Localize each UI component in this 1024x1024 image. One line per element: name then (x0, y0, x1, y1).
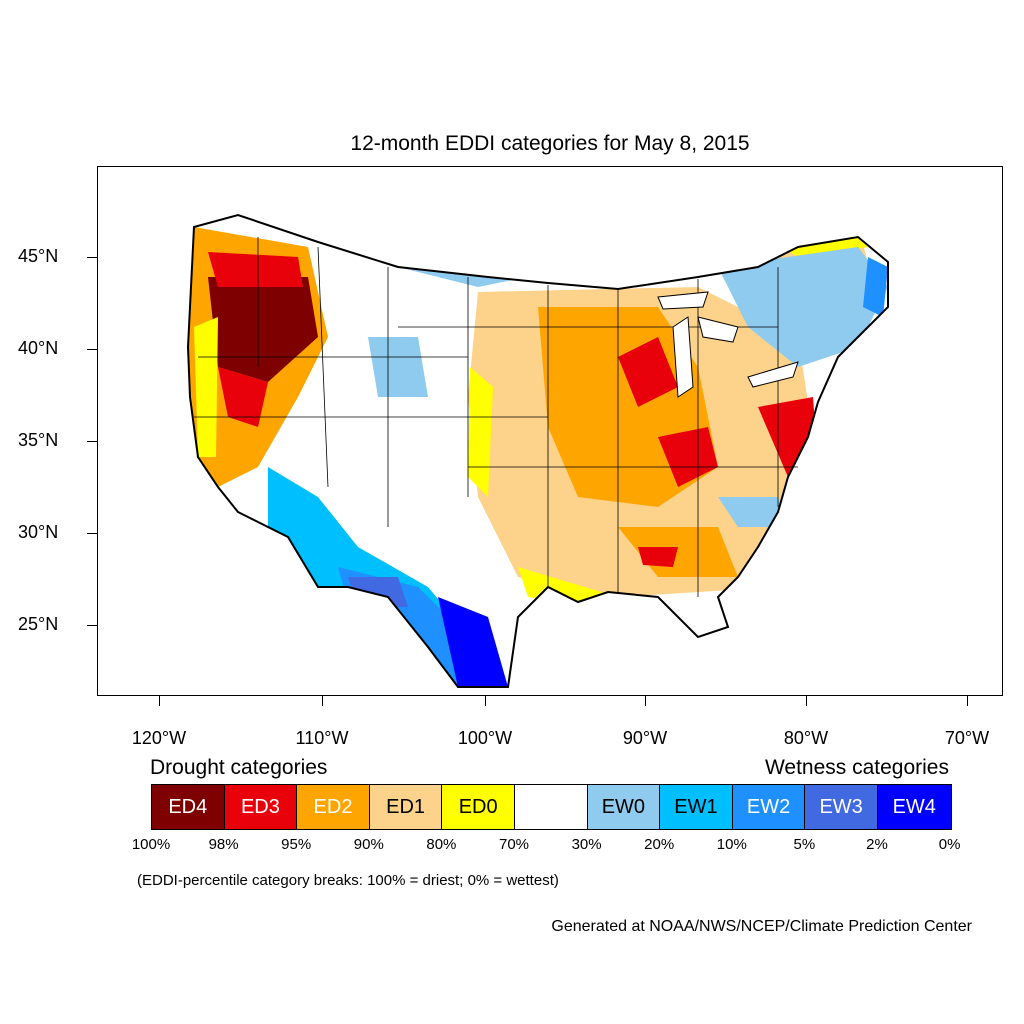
legend-break-label: 10% (716, 836, 747, 853)
legend-break-label: 20% (644, 836, 675, 853)
category-note: (EDDI-percentile category breaks: 100% =… (137, 872, 559, 889)
legend-break-label: 98% (208, 836, 239, 853)
lon-label: 90°W (622, 728, 668, 748)
lat-tick (87, 533, 97, 534)
credit-line: Generated at NOAA/NWS/NCEP/Climate Predi… (551, 918, 972, 935)
legend-cell-ew3: EW3 (805, 785, 878, 829)
lat-tick (87, 625, 97, 626)
legend-break-label: 30% (571, 836, 602, 853)
lon-label: 120°W (131, 728, 187, 748)
legend-cell-ew4: EW4 (877, 785, 951, 829)
lon-tick (322, 696, 323, 706)
legend-break-label: 80% (426, 836, 457, 853)
state-boundaries (194, 237, 798, 597)
legend-cell-ed2: ED2 (297, 785, 370, 829)
lat-label: 40°N (18, 338, 59, 358)
lat-tick (87, 441, 97, 442)
lon-tick (485, 696, 486, 706)
legend-cell-ed3: ED3 (224, 785, 298, 829)
legend-break-label: 70% (498, 836, 530, 853)
eddi-field (188, 215, 888, 687)
lon-tick (159, 696, 160, 706)
legend-cell-ew1: EW1 (660, 785, 733, 829)
lon-label: 110°W (295, 728, 349, 748)
lon-tick (967, 696, 968, 706)
lon-tick (806, 696, 807, 706)
wetness-heading: Wetness categories (764, 756, 949, 779)
legend-break-label: 0% (938, 836, 961, 853)
lat-tick (87, 257, 97, 258)
legend-cell-ew2: EW2 (732, 785, 806, 829)
legend-break-label: 95% (281, 836, 312, 853)
legend-break-label: 5% (793, 836, 816, 853)
lat-label: 25°N (18, 614, 59, 634)
lat-tick (87, 349, 97, 350)
drought-heading: Drought categories (150, 756, 328, 779)
coastline-outline (186, 213, 889, 688)
legend-colorbar: ED4 ED3 ED2 ED1 ED0 EW0 EW1 EW2 EW3 EW4 (151, 784, 952, 830)
eddi-map (97, 166, 1003, 696)
lon-label: 100°W (457, 728, 513, 748)
eddi-map-svg (186, 213, 889, 688)
legend-cell-ew0: EW0 (587, 785, 661, 829)
legend-cell-ed0: ED0 (442, 785, 515, 829)
legend-cell-neutral (514, 785, 588, 829)
lon-label: 80°W (783, 728, 829, 748)
legend-break-label: 100% (131, 836, 171, 853)
lat-label: 30°N (18, 522, 59, 542)
great-lakes (657, 291, 799, 398)
lon-label: 70°W (944, 728, 990, 748)
legend-break-label: 2% (866, 836, 888, 853)
lat-label: 35°N (18, 430, 59, 450)
lon-tick (645, 696, 646, 706)
legend-cell-ed1: ED1 (369, 785, 443, 829)
legend-break-label: 90% (353, 836, 384, 853)
map-title: 12-month EDDI categories for May 8, 2015 (350, 132, 750, 155)
lat-label: 45°N (18, 246, 59, 266)
legend-cell-ed4: ED4 (152, 785, 225, 829)
